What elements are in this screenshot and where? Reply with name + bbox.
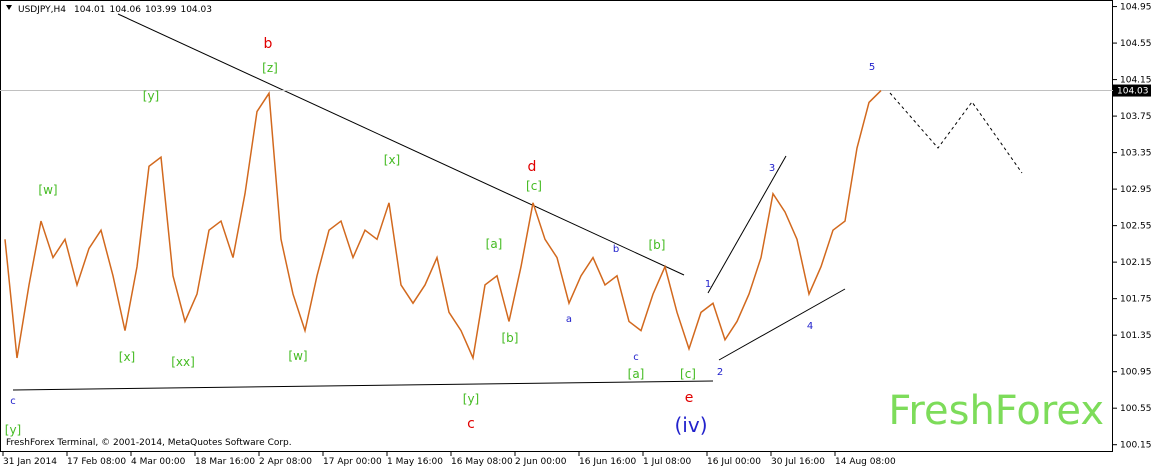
projection bbox=[889, 92, 1023, 174]
x-tick-label: 17 Apr 00:00 bbox=[323, 457, 382, 467]
wave-label: [x] bbox=[384, 153, 400, 167]
ohlc-value: 104.03 bbox=[180, 5, 212, 15]
wave-label: e bbox=[685, 390, 694, 406]
trend-line bbox=[718, 288, 846, 361]
y-tick-label: 103.35 bbox=[1120, 149, 1152, 159]
symbol: USDJPY,H4 bbox=[18, 5, 66, 15]
price-line bbox=[4, 90, 882, 361]
x-tick-label: 2 Jun 00:00 bbox=[515, 457, 567, 467]
wave-label: 1 bbox=[705, 279, 711, 290]
menu-triangle bbox=[6, 5, 12, 10]
wave-label: c bbox=[10, 396, 16, 407]
y-tick-label: 103.75 bbox=[1120, 112, 1152, 122]
wave-label: 3 bbox=[769, 163, 775, 174]
y-tick-label: 102.15 bbox=[1120, 258, 1152, 268]
ohlc-value: 104.06 bbox=[109, 5, 141, 15]
x-tick-label: 31 Jan 2014 bbox=[3, 457, 57, 467]
y-tick-label: 100.15 bbox=[1120, 441, 1152, 451]
x-tick-label: 1 Jul 08:00 bbox=[643, 457, 692, 467]
wave-label: 2 bbox=[717, 367, 723, 378]
y-tick-label: 102.95 bbox=[1120, 185, 1152, 195]
wave-label: a bbox=[566, 314, 572, 325]
header: USDJPY,H4 104.01 104.06 103.99 104.03 bbox=[18, 5, 212, 15]
wave-label: [w] bbox=[38, 183, 57, 197]
x-tick-label: 16 Jul 00:00 bbox=[707, 457, 761, 467]
wave-label: b bbox=[264, 36, 273, 52]
wave-label: d bbox=[528, 159, 537, 175]
y-tick-label: 100.95 bbox=[1120, 368, 1152, 378]
x-tick-label: 14 Aug 08:00 bbox=[835, 457, 896, 467]
x-tick-label: 4 Mar 00:00 bbox=[131, 457, 186, 467]
copyright: FreshForex Terminal, © 2001-2014, MetaQu… bbox=[6, 438, 292, 448]
wave-label: [a] bbox=[628, 367, 645, 381]
wave-label: [x] bbox=[119, 350, 135, 364]
wave-label: [c] bbox=[526, 179, 542, 193]
ohlc-value: 103.99 bbox=[145, 5, 177, 15]
x-tick-label: 18 Mar 16:00 bbox=[195, 457, 255, 467]
trend-line bbox=[707, 155, 787, 294]
wave-label: c bbox=[633, 352, 639, 363]
x-tick-label: 1 May 16:00 bbox=[387, 457, 443, 467]
y-tick-label: 100.55 bbox=[1120, 404, 1152, 414]
x-tick-label: 16 Jun 16:00 bbox=[579, 457, 636, 467]
wave-label: 5 bbox=[869, 62, 875, 73]
trend-line bbox=[117, 13, 685, 276]
x-tick-label: 2 Apr 08:00 bbox=[259, 457, 312, 467]
y-tick-label: 102.55 bbox=[1120, 222, 1152, 232]
y-tick-label: 104.95 bbox=[1120, 3, 1152, 13]
trend-line bbox=[12, 380, 714, 391]
wave-label: c bbox=[467, 416, 475, 432]
wave-label: [xx] bbox=[171, 355, 195, 369]
y-tick-label: 104.55 bbox=[1120, 39, 1152, 49]
y-tick-label: 101.35 bbox=[1120, 331, 1152, 341]
wave-label: [y] bbox=[143, 89, 159, 103]
wave-label: 4 bbox=[807, 321, 813, 332]
wave-label: b bbox=[613, 244, 619, 255]
x-tick-label: 30 Jul 16:00 bbox=[771, 457, 825, 467]
x-tick-label: 17 Feb 08:00 bbox=[67, 457, 126, 467]
wave-label: (iv) bbox=[675, 413, 708, 437]
wave-label: [w] bbox=[288, 349, 307, 363]
x-tick-label: 16 May 08:00 bbox=[451, 457, 513, 467]
wave-label: [y] bbox=[5, 423, 21, 437]
last-price-label: 104.03 bbox=[1117, 87, 1149, 97]
watermark: FreshForex bbox=[888, 388, 1104, 434]
y-tick-label: 104.15 bbox=[1120, 76, 1152, 86]
wave-label: [z] bbox=[262, 61, 278, 75]
last-price-box bbox=[1113, 84, 1151, 97]
wave-label: [a] bbox=[486, 237, 503, 251]
plot-frame bbox=[0, 0, 1113, 452]
y-tick-label: 101.75 bbox=[1120, 295, 1152, 305]
wave-label: [y] bbox=[463, 392, 479, 406]
wave-label: [b] bbox=[502, 331, 519, 345]
trend-lines bbox=[12, 13, 1023, 391]
wave-label: [b] bbox=[649, 238, 666, 252]
ohlc-value: 104.01 bbox=[74, 5, 106, 15]
wave-label: [c] bbox=[680, 367, 696, 381]
